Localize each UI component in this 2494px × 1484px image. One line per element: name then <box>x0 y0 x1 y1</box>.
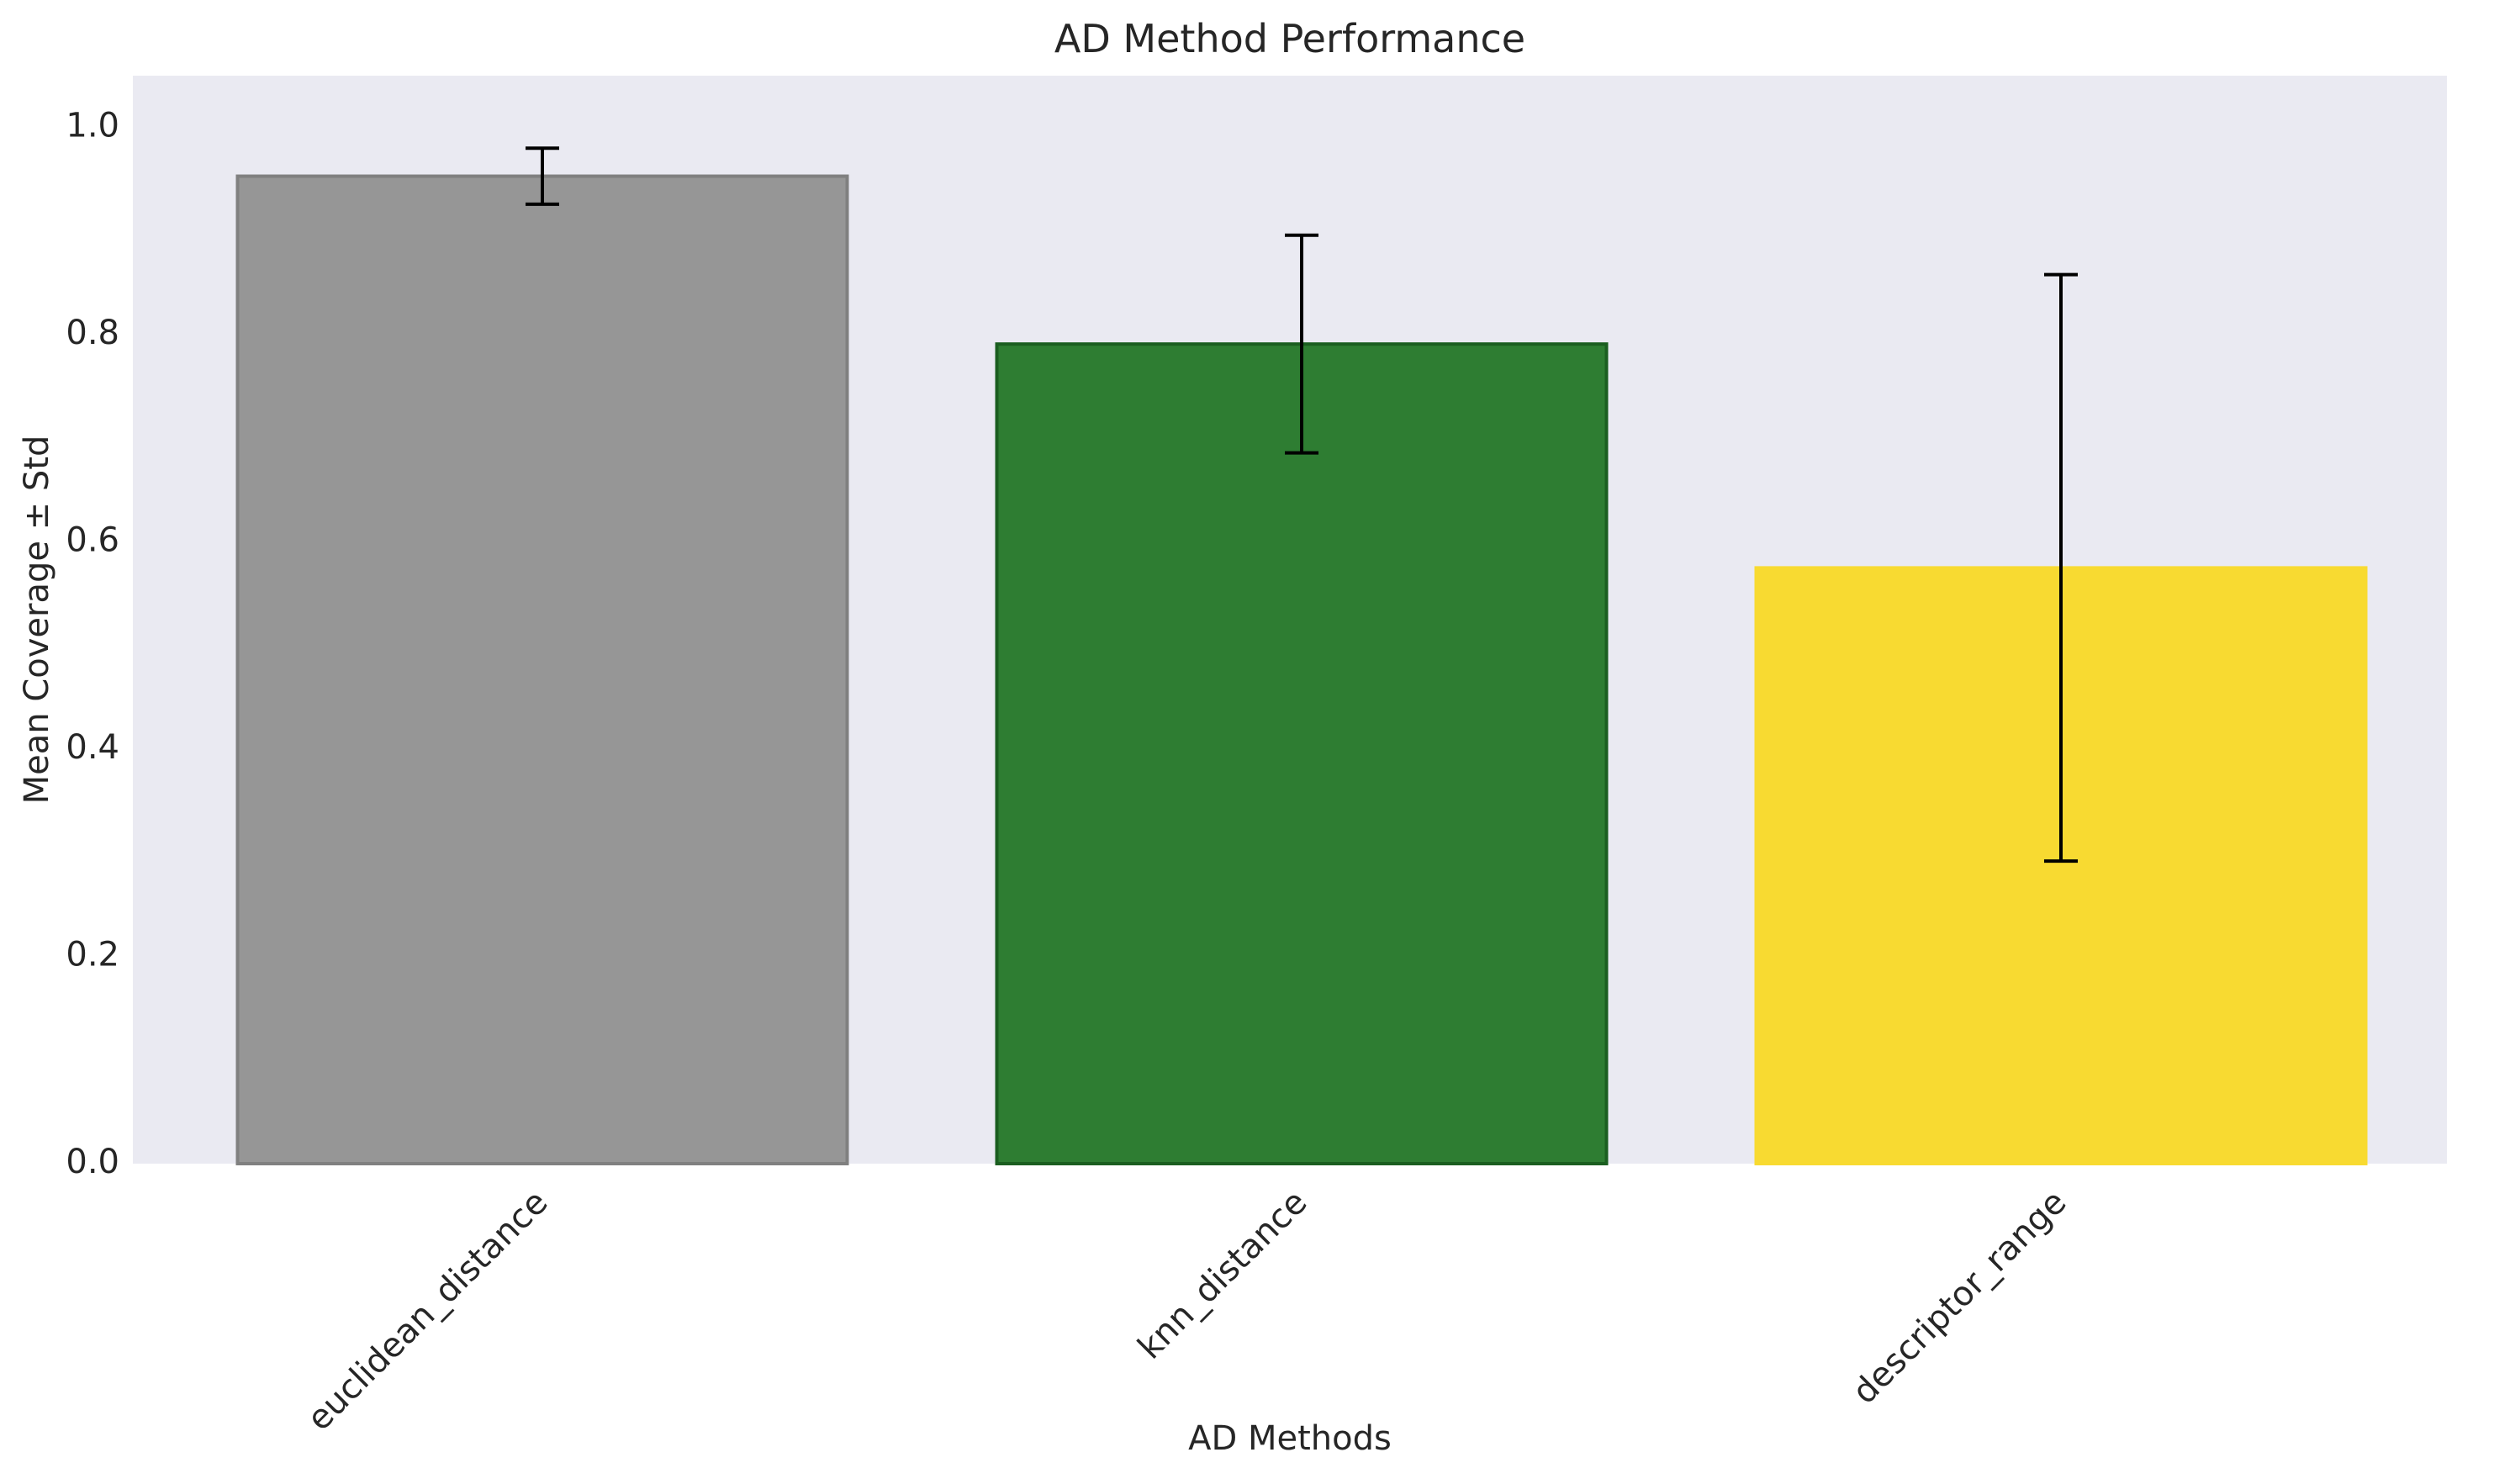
x-tick-label-descriptor_range: descriptor_range <box>1845 1183 2074 1412</box>
y-tick-label: 0.6 <box>66 521 119 560</box>
y-axis-ticks: 0.0 0.2 0.4 0.6 0.8 1.0 <box>66 107 119 1181</box>
error-bar-descriptor_range <box>2044 272 2078 863</box>
x-axis-label: AD Methods <box>1188 1419 1392 1458</box>
y-tick-label: 0.2 <box>66 936 119 974</box>
x-tick-label-knn_distance: knn_distance <box>1131 1183 1315 1367</box>
x-tick-label-euclidean_distance: euclidean_distance <box>300 1183 556 1439</box>
y-tick-label: 1.0 <box>66 107 119 145</box>
y-tick-label: 0.4 <box>66 728 119 767</box>
error-bars-layer <box>526 146 2078 863</box>
chart-title: AD Method Performance <box>1054 16 1525 61</box>
bar-knn_distance <box>995 342 1609 1166</box>
y-axis-label: Mean Coverage ± Std <box>18 436 56 805</box>
x-axis-ticks: euclidean_distance knn_distance descriptor… <box>300 1183 2074 1439</box>
error-bar-knn_distance <box>1285 233 1318 455</box>
y-tick-label: 0.8 <box>66 314 119 352</box>
error-bar-euclidean_distance <box>526 146 559 206</box>
y-tick-label: 0.0 <box>66 1143 119 1181</box>
bar-euclidean_distance <box>235 174 849 1166</box>
